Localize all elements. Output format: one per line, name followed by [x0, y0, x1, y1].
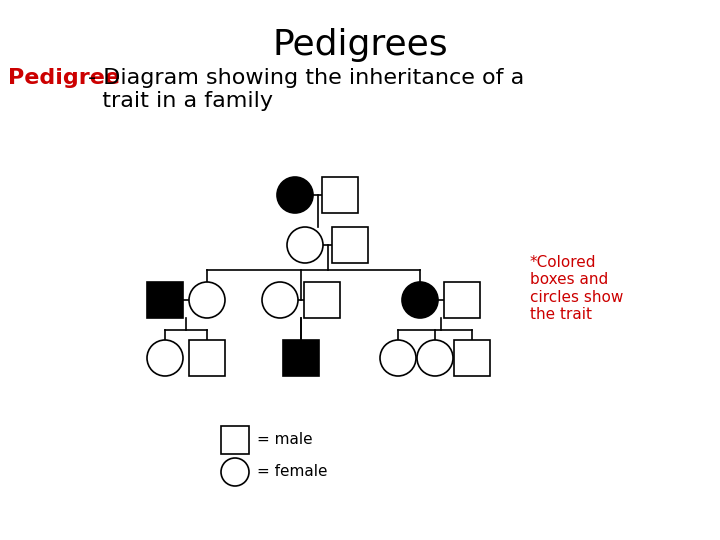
Text: *Colored
boxes and
circles show
the trait: *Colored boxes and circles show the trai…: [530, 255, 624, 322]
Ellipse shape: [380, 340, 416, 376]
Ellipse shape: [417, 340, 453, 376]
Bar: [322, 177, 358, 213]
Text: = male: = male: [257, 433, 312, 448]
Ellipse shape: [262, 282, 298, 318]
Bar: [283, 340, 319, 376]
Ellipse shape: [287, 227, 323, 263]
Bar: [444, 282, 480, 318]
Ellipse shape: [221, 458, 249, 486]
Text: Pedigree: Pedigree: [8, 68, 120, 88]
Bar: [332, 227, 368, 263]
Bar: [221, 426, 249, 454]
Ellipse shape: [402, 282, 438, 318]
Bar: [454, 340, 490, 376]
Bar: [189, 340, 225, 376]
Bar: [304, 282, 340, 318]
Ellipse shape: [277, 177, 313, 213]
Ellipse shape: [189, 282, 225, 318]
Text: Pedigrees: Pedigrees: [272, 28, 448, 62]
Ellipse shape: [147, 340, 183, 376]
Text: = female: = female: [257, 464, 328, 480]
Bar: [147, 282, 183, 318]
Text: - Diagram showing the inheritance of a
  trait in a family: - Diagram showing the inheritance of a t…: [88, 68, 524, 111]
